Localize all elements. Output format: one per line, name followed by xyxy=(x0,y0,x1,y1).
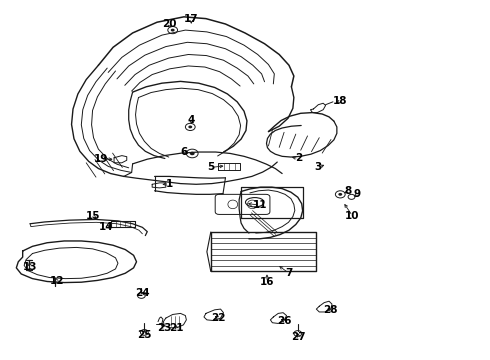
Text: 14: 14 xyxy=(98,222,113,232)
Text: 23: 23 xyxy=(157,323,171,333)
Text: 16: 16 xyxy=(260,277,274,287)
Text: 7: 7 xyxy=(285,268,293,278)
Text: 4: 4 xyxy=(188,115,195,125)
Text: 17: 17 xyxy=(184,14,198,24)
Text: 8: 8 xyxy=(344,186,351,197)
Text: 25: 25 xyxy=(138,330,152,340)
Circle shape xyxy=(171,29,174,32)
Text: 6: 6 xyxy=(180,147,188,157)
Text: 1: 1 xyxy=(166,179,173,189)
Text: 12: 12 xyxy=(49,276,64,286)
Text: 2: 2 xyxy=(295,153,302,163)
Text: 11: 11 xyxy=(252,200,267,210)
Text: 18: 18 xyxy=(333,96,347,106)
Text: 3: 3 xyxy=(315,162,322,172)
Text: 9: 9 xyxy=(354,189,361,199)
Text: 22: 22 xyxy=(211,313,225,323)
Text: 5: 5 xyxy=(207,162,215,172)
Circle shape xyxy=(338,193,342,196)
Text: 26: 26 xyxy=(277,316,292,325)
Text: 20: 20 xyxy=(162,19,176,29)
Text: 21: 21 xyxy=(170,323,184,333)
Text: 27: 27 xyxy=(292,332,306,342)
Text: 24: 24 xyxy=(135,288,150,298)
Text: 19: 19 xyxy=(94,154,108,164)
Text: 13: 13 xyxy=(23,262,37,272)
Text: 15: 15 xyxy=(86,211,101,221)
Circle shape xyxy=(188,126,192,129)
Text: 10: 10 xyxy=(345,211,360,221)
Circle shape xyxy=(190,152,195,155)
Text: 28: 28 xyxy=(323,305,338,315)
